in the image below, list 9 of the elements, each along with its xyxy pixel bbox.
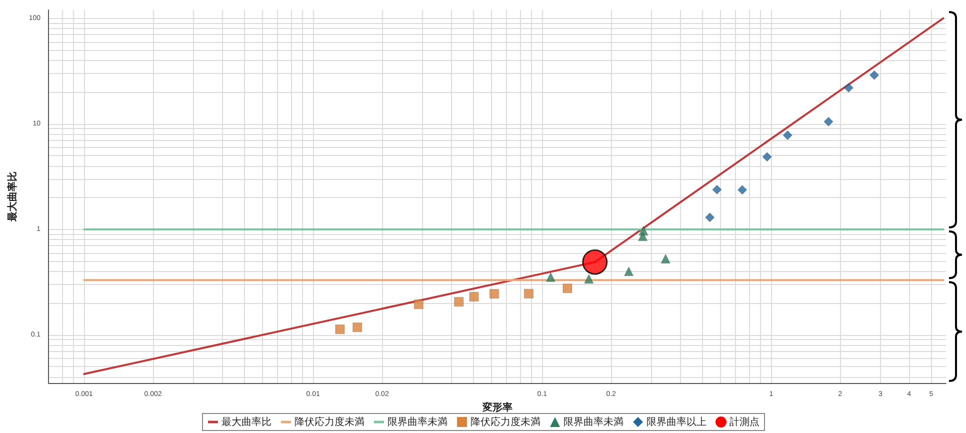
legend-label: 降伏応力度未満 xyxy=(294,416,364,429)
legend-label: 限界曲率未満 xyxy=(564,416,624,429)
y-axis-title: 最大曲率比 xyxy=(6,172,18,222)
legend-label: 最大曲率比 xyxy=(222,416,272,429)
legend-label: 限界曲率以上 xyxy=(646,416,706,429)
x-axis-title: 変形率 xyxy=(481,401,512,414)
legend-label: 計測点 xyxy=(730,416,760,429)
legend-label: 降伏応力度未満 xyxy=(470,416,540,429)
legend-label: 限界曲率未満 xyxy=(388,416,448,429)
